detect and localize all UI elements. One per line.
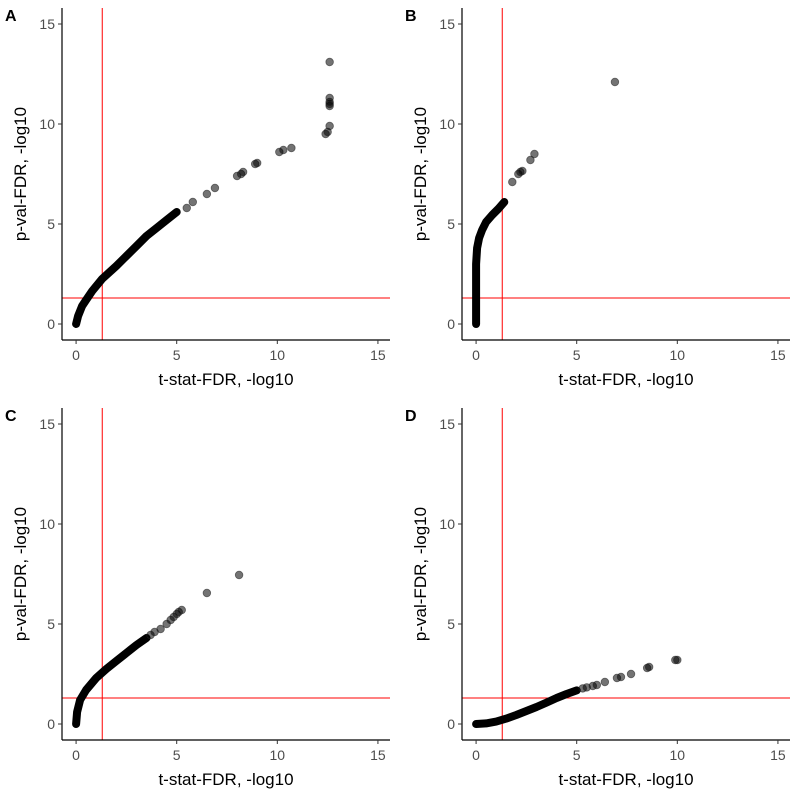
data-point — [325, 93, 334, 103]
data-point — [252, 158, 262, 168]
data-point — [287, 143, 296, 153]
panel-c: C 0 5 10 15 0 5 10 15 t-stat-FDR, -log10 p-val-FDR… — [5, 408, 390, 789]
panel-label: D — [405, 408, 417, 425]
y-tick-label: 10 — [439, 116, 455, 132]
y-tick-label: 5 — [47, 616, 55, 632]
y-tick-label: 0 — [47, 716, 55, 732]
x-tick-label: 0 — [72, 347, 80, 363]
data-point — [182, 203, 191, 213]
y-tick-label: 15 — [439, 416, 455, 432]
data-point — [279, 145, 288, 155]
y-axis-title: p-val-FDR, -log10 — [411, 107, 430, 241]
data-point — [177, 605, 186, 615]
data-point — [644, 662, 654, 672]
panel-label: C — [5, 408, 17, 425]
x-tick-label: 10 — [670, 747, 686, 763]
data-point — [202, 189, 212, 199]
y-tick-label: 10 — [439, 516, 455, 532]
y-axis-title: p-val-FDR, -log10 — [411, 507, 430, 641]
panel-label: B — [405, 8, 417, 25]
y-tick-label: 5 — [47, 216, 55, 232]
y-tick-label: 5 — [447, 616, 455, 632]
x-tick-label: 5 — [173, 747, 181, 763]
data-point — [626, 669, 636, 679]
dense-point-cluster — [472, 686, 581, 728]
data-point — [518, 166, 527, 176]
y-tick-label: 5 — [447, 216, 455, 232]
x-tick-label: 15 — [770, 347, 786, 363]
data-point — [234, 570, 244, 580]
x-tick-label: 0 — [472, 347, 480, 363]
x-tick-label: 5 — [573, 747, 581, 763]
x-tick-label: 5 — [173, 347, 181, 363]
x-axis-title: t-stat-FDR, -log10 — [158, 370, 293, 389]
data-point — [673, 655, 682, 665]
dense-point-cluster — [72, 208, 181, 328]
data-point — [238, 167, 248, 177]
y-tick-label: 10 — [39, 116, 55, 132]
y-tick-label: 0 — [447, 716, 455, 732]
x-tick-label: 0 — [472, 747, 480, 763]
y-tick-label: 0 — [47, 316, 55, 332]
data-point — [616, 672, 626, 682]
data-point — [600, 677, 610, 687]
x-axis-title: t-stat-FDR, -log10 — [558, 370, 693, 389]
data-point — [325, 121, 334, 131]
dense-point-cluster — [72, 634, 151, 728]
panel-a: A 0 5 10 15 0 5 10 15 t-stat-FDR, -log10 p-val-FDR… — [5, 8, 390, 389]
data-point — [156, 624, 165, 634]
data-point — [610, 77, 620, 87]
x-axis-title: t-stat-FDR, -log10 — [558, 770, 693, 789]
data-point — [210, 183, 220, 193]
data-point — [530, 149, 539, 159]
x-tick-label: 15 — [370, 747, 386, 763]
data-point — [325, 57, 334, 67]
y-tick-label: 0 — [447, 316, 455, 332]
x-tick-label: 15 — [770, 747, 786, 763]
y-axis-title: p-val-FDR, -log10 — [11, 107, 30, 241]
data-point — [526, 155, 535, 165]
panel-label: A — [5, 8, 17, 25]
data-point — [188, 197, 197, 207]
data-point — [592, 680, 602, 690]
y-tick-label: 15 — [39, 416, 55, 432]
x-tick-label: 10 — [270, 747, 286, 763]
panel-d: D 0 5 10 15 0 5 10 15 t-stat-FDR, -log10 p-val-FDR… — [405, 408, 790, 789]
x-axis-title: t-stat-FDR, -log10 — [158, 770, 293, 789]
panel-b: B 0 5 10 15 0 5 10 15 t-stat-FDR, -log10 p-val-FDR… — [405, 8, 790, 389]
x-tick-label: 15 — [370, 347, 386, 363]
x-tick-label: 5 — [573, 347, 581, 363]
y-tick-label: 15 — [439, 16, 455, 32]
data-point — [508, 177, 517, 187]
y-tick-label: 10 — [39, 516, 55, 532]
y-axis-title: p-val-FDR, -log10 — [11, 507, 30, 641]
y-tick-label: 15 — [39, 16, 55, 32]
dense-point-cluster — [472, 198, 509, 328]
data-point — [202, 588, 212, 598]
x-tick-label: 0 — [72, 747, 80, 763]
x-tick-label: 10 — [670, 347, 686, 363]
x-tick-label: 10 — [270, 347, 286, 363]
